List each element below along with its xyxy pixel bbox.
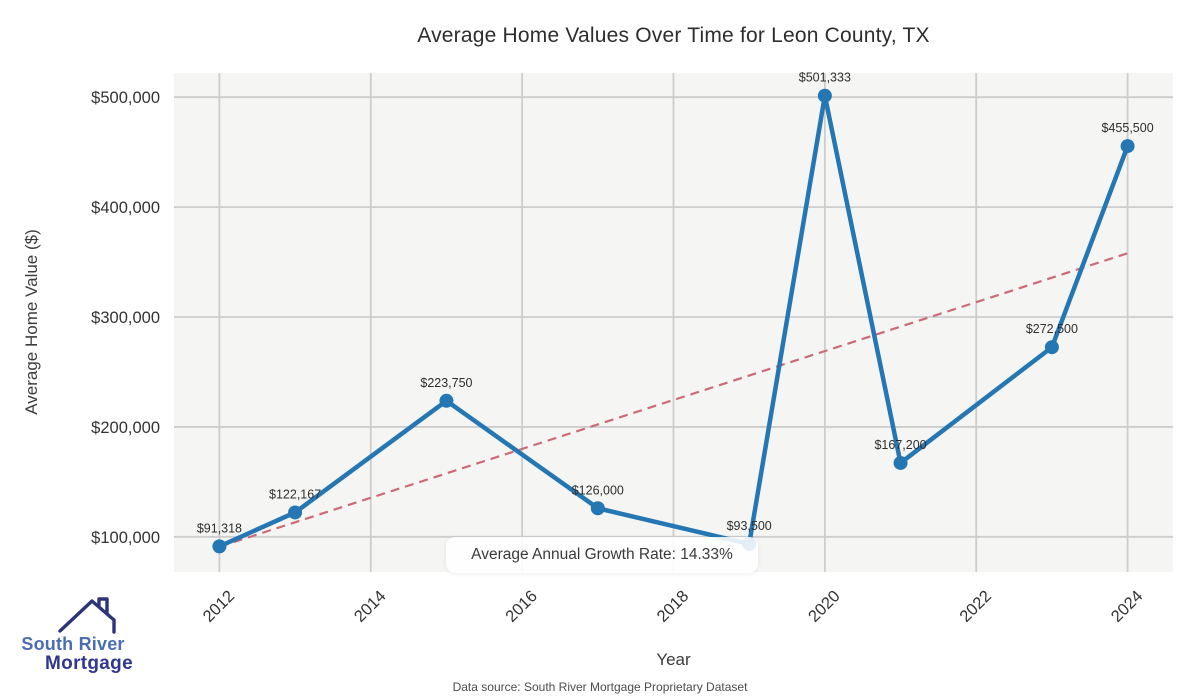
x-tick-label: 2018 [654,587,693,626]
data-point [1044,340,1059,355]
data-point [439,393,454,408]
house-roof-icon [58,597,116,634]
data-point [590,501,605,516]
x-tick-label: 2012 [200,587,239,626]
data-point-label: $501,333 [799,71,851,85]
y-tick-label: $100,000 [91,529,160,547]
y-axis-title: Average Home Value ($) [22,229,41,415]
brand-name-line1: South River [21,634,125,654]
data-point [893,455,908,470]
y-tick-label: $500,000 [91,89,160,107]
data-point-label: $126,000 [572,483,624,497]
growth-rate-annotation: Average Annual Growth Rate: 14.33% [446,537,758,573]
data-point [212,539,227,554]
data-point [1120,139,1135,154]
data-point-label: $122,167 [269,487,321,501]
data-point-label: $223,750 [420,376,472,390]
brand-logo: South River Mortgage [10,594,160,686]
data-point-label: $93,500 [727,519,772,533]
trend-line [219,252,1128,548]
y-tick-label: $400,000 [91,199,160,217]
x-axis-title: Year [656,650,691,669]
x-tick-label: 2020 [805,587,844,626]
x-tick-label: 2014 [351,587,390,626]
x-tick-label: 2022 [956,587,995,626]
y-tick-label: $200,000 [91,419,160,437]
y-tick-label: $300,000 [91,309,160,327]
brand-name-line2: Mortgage [45,653,133,674]
data-point [817,88,832,103]
data-source-note: Data source: South River Mortgage Propri… [452,680,748,694]
data-point-label: $272,500 [1026,322,1078,336]
growth-rate-annotation-text: Average Annual Growth Rate: 14.33% [471,546,733,563]
x-tick-label: 2024 [1108,587,1147,626]
data-point-label: $167,200 [874,438,926,452]
data-point [288,505,303,520]
data-point-label: $455,500 [1102,121,1154,135]
x-tick-label: 2016 [502,587,541,626]
chart-title: Average Home Values Over Time for Leon C… [417,24,930,47]
data-point-label: $91,318 [197,521,242,535]
